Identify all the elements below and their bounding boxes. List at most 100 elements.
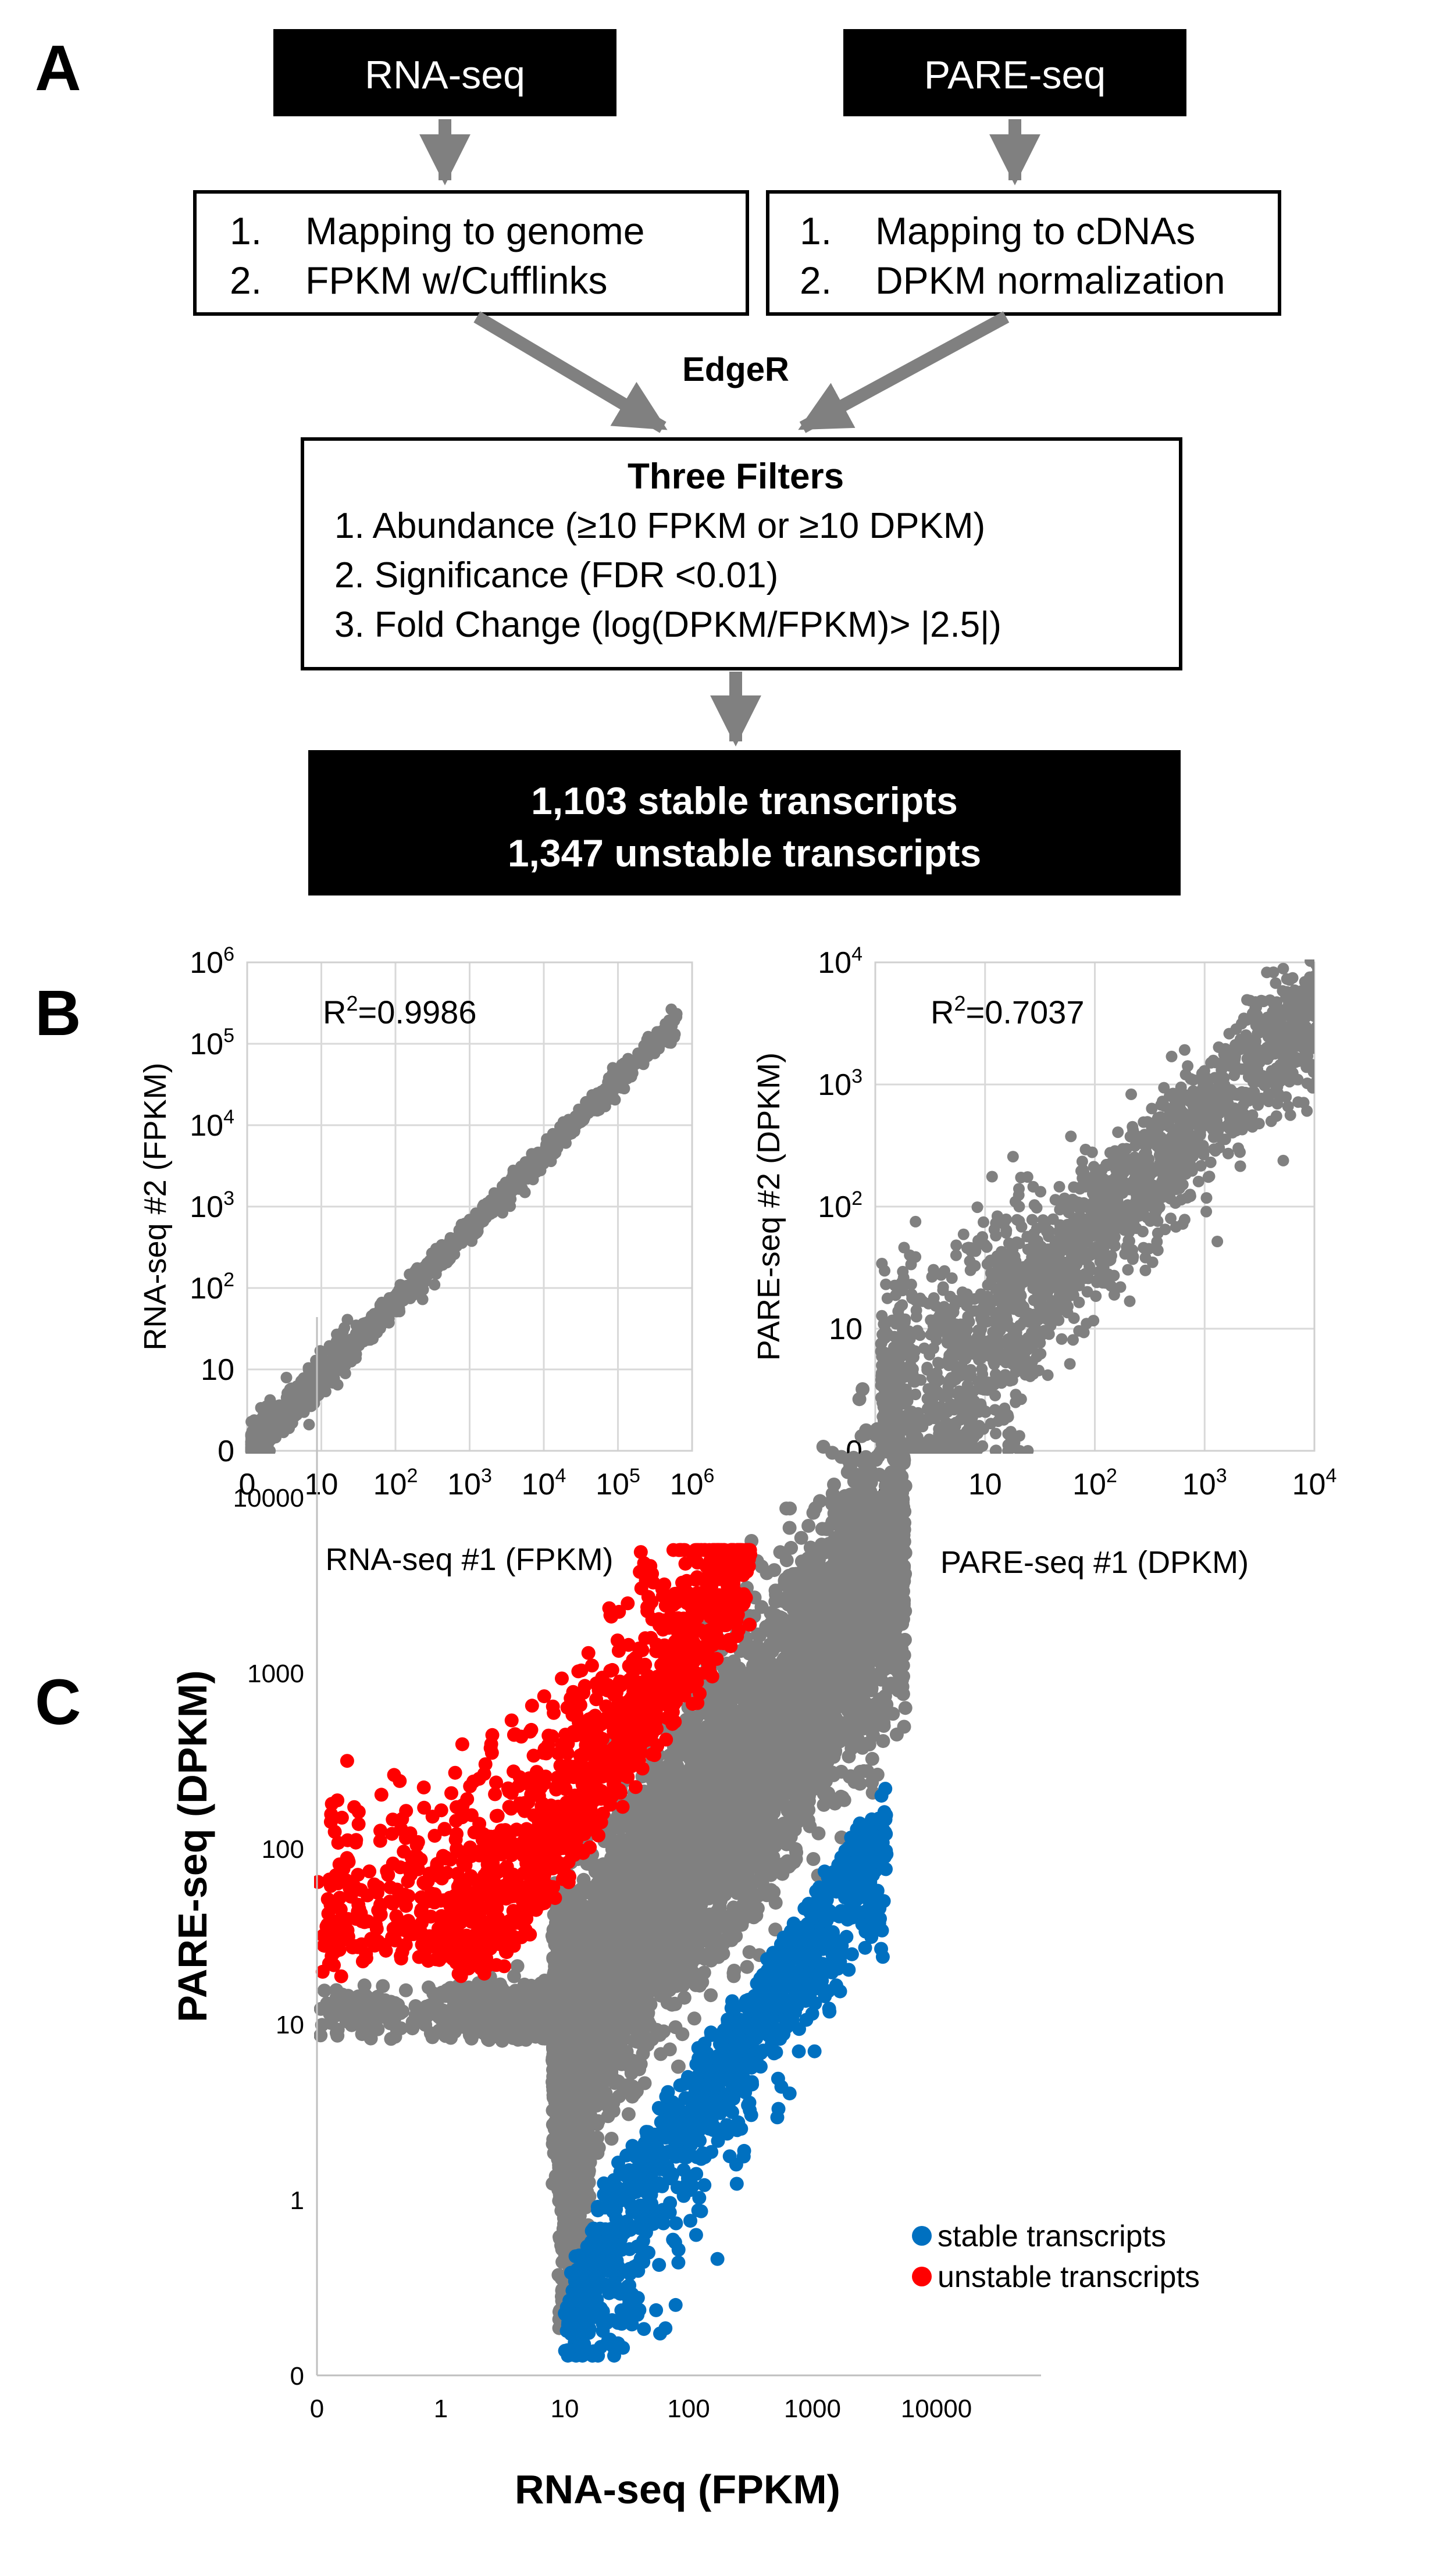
b2-point xyxy=(1076,1155,1088,1168)
b2-point xyxy=(1185,1073,1197,1085)
b2-point xyxy=(1320,958,1331,969)
b2-point xyxy=(1344,963,1356,975)
b2-point xyxy=(1036,1329,1048,1341)
pare-step-2-text: DPKM normalization xyxy=(875,259,1225,302)
b2-point xyxy=(932,1357,944,1369)
b2-point xyxy=(1225,1059,1238,1072)
b2-point xyxy=(1254,1016,1266,1029)
b2-point xyxy=(1056,1245,1068,1257)
b2-point xyxy=(963,1241,975,1254)
b2-x-tick: 102 xyxy=(1072,1465,1117,1501)
b2-point xyxy=(1118,1176,1130,1188)
b1-y-tick: 105 xyxy=(190,1025,234,1061)
b2-point xyxy=(1205,1057,1217,1069)
b2-point xyxy=(1320,943,1331,954)
b2-point xyxy=(905,1258,917,1271)
b2-point xyxy=(986,1296,998,1308)
b1-point xyxy=(280,1372,293,1383)
c-point-all xyxy=(801,1519,816,1533)
arrow-rna-to-filters xyxy=(473,311,668,433)
b2-point xyxy=(1125,1210,1137,1222)
b2-point xyxy=(880,1278,892,1290)
b2-point xyxy=(1281,1051,1293,1063)
b1-point xyxy=(246,1442,258,1454)
b1-point xyxy=(316,1378,328,1389)
b2-point xyxy=(910,1215,922,1228)
b2-point xyxy=(1210,1116,1223,1128)
b2-point xyxy=(1337,1008,1349,1020)
b2-point xyxy=(1340,955,1352,967)
b2-point xyxy=(1317,1010,1328,1022)
b2-point xyxy=(1334,992,1345,1004)
b2-point xyxy=(1280,1091,1292,1103)
b2-point xyxy=(1335,934,1347,946)
b2-point xyxy=(1301,1078,1313,1089)
b2-point xyxy=(1330,1021,1342,1032)
b2-point xyxy=(1330,968,1342,980)
b2-point xyxy=(1290,1002,1302,1014)
b2-point xyxy=(957,1228,970,1240)
b2-point xyxy=(931,1319,943,1331)
b2-point xyxy=(954,1349,967,1361)
b2-point xyxy=(1028,1294,1040,1306)
b2-point xyxy=(1105,1280,1117,1292)
b2-point xyxy=(1172,1105,1185,1118)
b2-point xyxy=(996,1301,1008,1313)
b2-point xyxy=(1077,1248,1089,1260)
b2-point xyxy=(944,1290,956,1303)
b2-point xyxy=(1124,1295,1136,1307)
b2-point xyxy=(928,1342,939,1354)
pare-seq-box xyxy=(843,29,1186,116)
b2-point xyxy=(1216,1064,1228,1076)
b2-point xyxy=(1108,1220,1120,1232)
b2-point xyxy=(1166,1050,1178,1062)
b2-point xyxy=(1331,987,1342,998)
b2-point xyxy=(1118,1154,1130,1166)
b2-point xyxy=(1027,1282,1039,1294)
b2-point xyxy=(1091,1276,1103,1289)
b1-point xyxy=(271,1401,283,1413)
b2-point xyxy=(1007,1151,1019,1163)
b2-point xyxy=(898,1241,910,1254)
b2-point xyxy=(1164,1090,1175,1102)
b2-point xyxy=(1269,1048,1281,1060)
b1-plot-frame xyxy=(246,961,693,1452)
b2-point xyxy=(1213,1141,1225,1154)
b1-point xyxy=(591,1100,604,1112)
b1-x-tick: 102 xyxy=(373,1465,418,1501)
b2-point xyxy=(1336,964,1348,975)
b2-point xyxy=(1320,994,1332,1005)
b2-point xyxy=(1165,1212,1177,1225)
b2-point xyxy=(1158,1172,1170,1184)
b2-point xyxy=(1122,1264,1134,1276)
filters-box xyxy=(301,437,1182,670)
b2-point xyxy=(1236,1086,1248,1098)
b2-point xyxy=(1342,991,1354,1003)
b2-point xyxy=(1323,943,1335,955)
b2-point xyxy=(1346,908,1357,920)
b1-point xyxy=(663,1014,675,1026)
b1-point xyxy=(286,1417,298,1429)
b2-point xyxy=(1328,965,1339,977)
b2-point xyxy=(1257,996,1270,1008)
b2-point xyxy=(1319,1008,1331,1020)
b2-point xyxy=(1010,1389,1022,1401)
b2-point xyxy=(1110,1191,1122,1204)
b2-point xyxy=(1336,924,1348,936)
b2-point xyxy=(1015,1221,1028,1233)
b2-point xyxy=(1324,983,1335,994)
b2-point xyxy=(1054,1204,1066,1216)
b2-point xyxy=(1334,1076,1345,1088)
b1-point xyxy=(299,1390,311,1402)
b2-point xyxy=(899,1316,911,1328)
b2-point xyxy=(1331,954,1342,965)
b2-point xyxy=(965,1364,977,1376)
b2-point xyxy=(986,1171,998,1183)
b1-x-axis-title: RNA-seq #1 (FPKM) xyxy=(325,1542,613,1577)
b1-y-tick: 102 xyxy=(190,1269,234,1305)
b1-x-tick: 10 xyxy=(305,1468,338,1501)
b2-point xyxy=(1323,1001,1335,1013)
b2-point xyxy=(1323,975,1335,987)
